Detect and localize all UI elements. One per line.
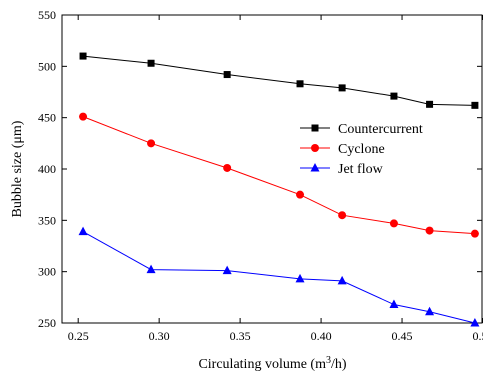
series-line [82, 231, 476, 324]
series-line [82, 55, 475, 106]
data-point [146, 264, 156, 274]
x-tick-label: 0.35 [230, 329, 251, 343]
x-tick-label: 0.50 [473, 329, 483, 343]
legend-label: Countercurrent [338, 122, 423, 137]
legend-entry: Jet flow [300, 162, 384, 177]
data-point [338, 84, 346, 92]
y-tick-label: 250 [38, 316, 56, 330]
x-tick-label: 0.25 [68, 329, 89, 343]
legend-label: Jet flow [338, 162, 384, 177]
data-point [389, 219, 398, 228]
legend-marker [310, 163, 320, 172]
data-point [222, 265, 232, 275]
data-point [296, 190, 305, 199]
y-tick-label: 500 [38, 59, 56, 73]
legend-label: Cyclone [338, 142, 385, 157]
data-point [470, 229, 479, 238]
data-point [390, 92, 398, 100]
y-tick-label: 300 [38, 265, 56, 279]
data-point [223, 163, 232, 172]
data-point [79, 52, 87, 60]
data-point [78, 226, 88, 236]
data-point [223, 71, 231, 79]
data-point [425, 226, 434, 235]
x-axis-title: Circulating volume (m3/h) [198, 355, 346, 372]
series-cyclone [79, 112, 479, 238]
data-point [295, 273, 305, 283]
data-point [471, 101, 479, 109]
y-tick-label: 350 [38, 213, 56, 227]
data-point [147, 139, 156, 148]
x-tick-label: 0.30 [149, 329, 170, 343]
legend-entry: Countercurrent [300, 122, 423, 137]
series-line [82, 116, 475, 235]
y-tick-label: 450 [38, 111, 56, 125]
legend-marker [311, 144, 319, 152]
y-tick-label: 550 [38, 8, 56, 22]
data-point [426, 100, 434, 108]
data-point [147, 59, 155, 67]
x-tick-label: 0.45 [392, 329, 413, 343]
x-tick-label: 0.40 [311, 329, 332, 343]
legend-marker [311, 124, 319, 132]
data-point [79, 112, 88, 121]
legend-entry: Cyclone [300, 142, 385, 157]
data-point [296, 80, 304, 88]
data-point [338, 211, 347, 220]
data-point [425, 306, 435, 316]
plot-frame [61, 14, 483, 324]
data-point [337, 275, 347, 285]
y-tick-label: 400 [38, 162, 56, 176]
series-countercurrent [79, 52, 479, 109]
y-axis-title: Bubble size (μm) [10, 120, 25, 217]
series-jet-flow [78, 226, 480, 327]
data-point [389, 299, 399, 309]
data-point [470, 318, 480, 327]
